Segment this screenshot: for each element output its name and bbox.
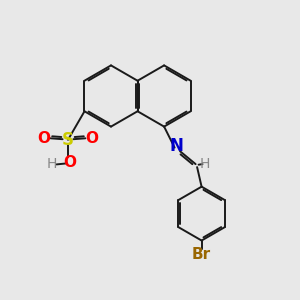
Text: O: O [85, 131, 98, 146]
Text: H: H [46, 158, 57, 171]
Text: Br: Br [192, 247, 211, 262]
Text: O: O [38, 131, 50, 146]
Text: S: S [62, 131, 74, 149]
Text: H: H [200, 157, 210, 170]
Text: O: O [63, 155, 76, 170]
Text: N: N [169, 137, 183, 155]
